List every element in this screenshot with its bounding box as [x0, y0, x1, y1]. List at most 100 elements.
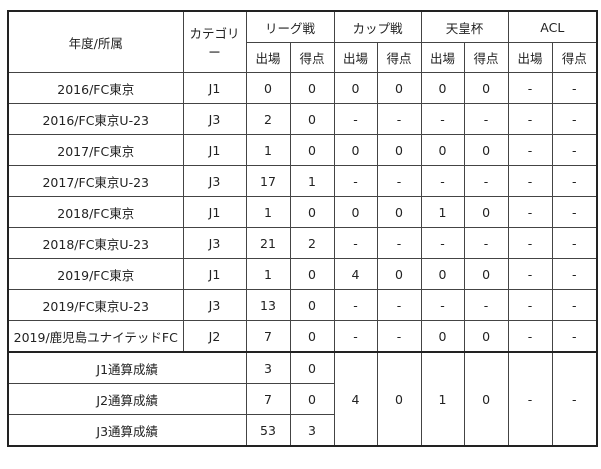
apps-cell: - [507, 258, 553, 290]
apps-cell: - [507, 134, 553, 166]
totals-label-cell: J3通算成績 [7, 414, 247, 447]
table-row: 2016/FC東京U-23 J3 2 0- - - - - - [7, 103, 598, 135]
header-goals: 得点 [463, 42, 509, 73]
goals-cell: - [551, 320, 598, 353]
header-cup: カップ戦 [333, 10, 422, 43]
league-goals-total-cell: 3 [289, 414, 335, 447]
goals-cell: 0 [289, 258, 335, 290]
table-row: 2018/FC東京 J1 1 0 0 0 1 0- - [7, 196, 598, 228]
season-club-cell: 2018/FC東京 [7, 196, 184, 228]
category-cell: J3 [182, 289, 247, 321]
goals-cell: 0 [289, 289, 335, 321]
goals-cell: 0 [463, 72, 509, 104]
table-row: 2016/FC東京 J1 0 0 0 0 0 0- - [7, 72, 598, 104]
header-goals: 得点 [551, 42, 598, 73]
season-club-cell: 2019/FC東京 [7, 258, 184, 290]
goals-cell: 0 [289, 320, 335, 353]
season-club-cell: 2016/FC東京U-23 [7, 103, 184, 135]
apps-total-cell: 1 [420, 351, 465, 447]
category-cell: J1 [182, 72, 247, 104]
goals-cell: - [376, 103, 422, 135]
goals-cell: 0 [463, 320, 509, 353]
apps-total-cell: - [507, 351, 553, 447]
goals-cell: 0 [376, 72, 422, 104]
apps-cell: 0 [420, 134, 465, 166]
season-club-cell: 2019/FC東京U-23 [7, 289, 184, 321]
goals-cell: - [551, 72, 598, 104]
header-league: リーグ戦 [245, 10, 335, 43]
table-row: 2019/FC東京U-23 J3 13 0- - - - - - [7, 289, 598, 321]
apps-cell: - [507, 165, 553, 197]
goals-cell: - [551, 103, 598, 135]
header-apps: 出場 [507, 42, 553, 73]
apps-cell: 0 [333, 134, 378, 166]
apps-cell: 13 [245, 289, 291, 321]
apps-cell: 7 [245, 320, 291, 353]
header-season-club: 年度/所属 [7, 10, 184, 73]
apps-cell: 1 [245, 196, 291, 228]
goals-cell: - [376, 320, 422, 353]
goals-total-cell: - [551, 351, 598, 447]
goals-cell: - [551, 289, 598, 321]
apps-cell: 17 [245, 165, 291, 197]
table-row: 2019/鹿児島ユナイテッドFC J2 7 0- -0 0- - [7, 320, 598, 353]
category-cell: J3 [182, 103, 247, 135]
header-apps: 出場 [245, 42, 291, 73]
apps-cell: - [507, 227, 553, 259]
goals-cell: 2 [289, 227, 335, 259]
goals-cell: - [463, 227, 509, 259]
goals-cell: - [551, 165, 598, 197]
category-cell: J2 [182, 320, 247, 353]
league-apps-total-cell: 3 [245, 351, 291, 384]
totals-row: J3通算成績 53 3 [7, 414, 597, 447]
goals-cell: - [463, 103, 509, 135]
totals-row: J1通算成績 3 0 4 0 1 0- - [7, 351, 598, 447]
table-row: 2017/FC東京U-23 J3 17 1- - - - - - [7, 165, 598, 197]
season-club-cell: 2019/鹿児島ユナイテッドFC [7, 320, 184, 353]
season-club-cell: 2017/FC東京 [7, 134, 184, 166]
apps-cell: - [420, 227, 465, 259]
category-cell: J3 [182, 165, 247, 197]
league-apps-total-cell: 7 [245, 383, 291, 415]
header-acl: ACL [507, 10, 598, 43]
category-cell: J1 [182, 196, 247, 228]
goals-cell: 0 [463, 196, 509, 228]
goals-total-cell: 0 [463, 351, 509, 447]
apps-cell: - [507, 103, 553, 135]
apps-cell: - [420, 165, 465, 197]
goals-cell: - [463, 289, 509, 321]
apps-cell: 1 [245, 258, 291, 290]
stats-table: 年度/所属 カテゴリー リーグ戦 カップ戦 天皇杯 ACL 出場 得点 出場 得… [7, 10, 599, 447]
apps-cell: 0 [333, 196, 378, 228]
goals-cell: - [376, 227, 422, 259]
header-goals: 得点 [289, 42, 335, 73]
apps-cell: - [333, 103, 378, 135]
apps-cell: 2 [245, 103, 291, 135]
goals-cell: 1 [289, 165, 335, 197]
table-row: 2017/FC東京 J1 1 0 0 0 0 0- - [7, 134, 598, 166]
goals-cell: 0 [463, 134, 509, 166]
season-club-cell: 2018/FC東京U-23 [7, 227, 184, 259]
apps-cell: 21 [245, 227, 291, 259]
totals-row: J2通算成績 7 0 [7, 383, 597, 415]
goals-cell: - [551, 258, 598, 290]
table-row: 2018/FC東京U-23 J3 21 2- - - - - - [7, 227, 598, 259]
goals-cell: 0 [289, 103, 335, 135]
goals-cell: - [463, 165, 509, 197]
goals-cell: 0 [376, 196, 422, 228]
category-cell: J3 [182, 227, 247, 259]
apps-cell: 0 [420, 320, 465, 353]
goals-cell: - [551, 227, 598, 259]
apps-cell: 0 [420, 258, 465, 290]
goals-cell: 0 [463, 258, 509, 290]
apps-cell: 0 [333, 72, 378, 104]
header-category: カテゴリー [182, 10, 247, 73]
apps-total-cell: 4 [333, 351, 378, 447]
goals-cell: - [376, 165, 422, 197]
header-apps: 出場 [333, 42, 378, 73]
league-goals-total-cell: 0 [289, 383, 335, 415]
header-apps: 出場 [420, 42, 465, 73]
apps-cell: - [507, 72, 553, 104]
league-goals-total-cell: 0 [289, 351, 335, 384]
apps-cell: - [333, 165, 378, 197]
